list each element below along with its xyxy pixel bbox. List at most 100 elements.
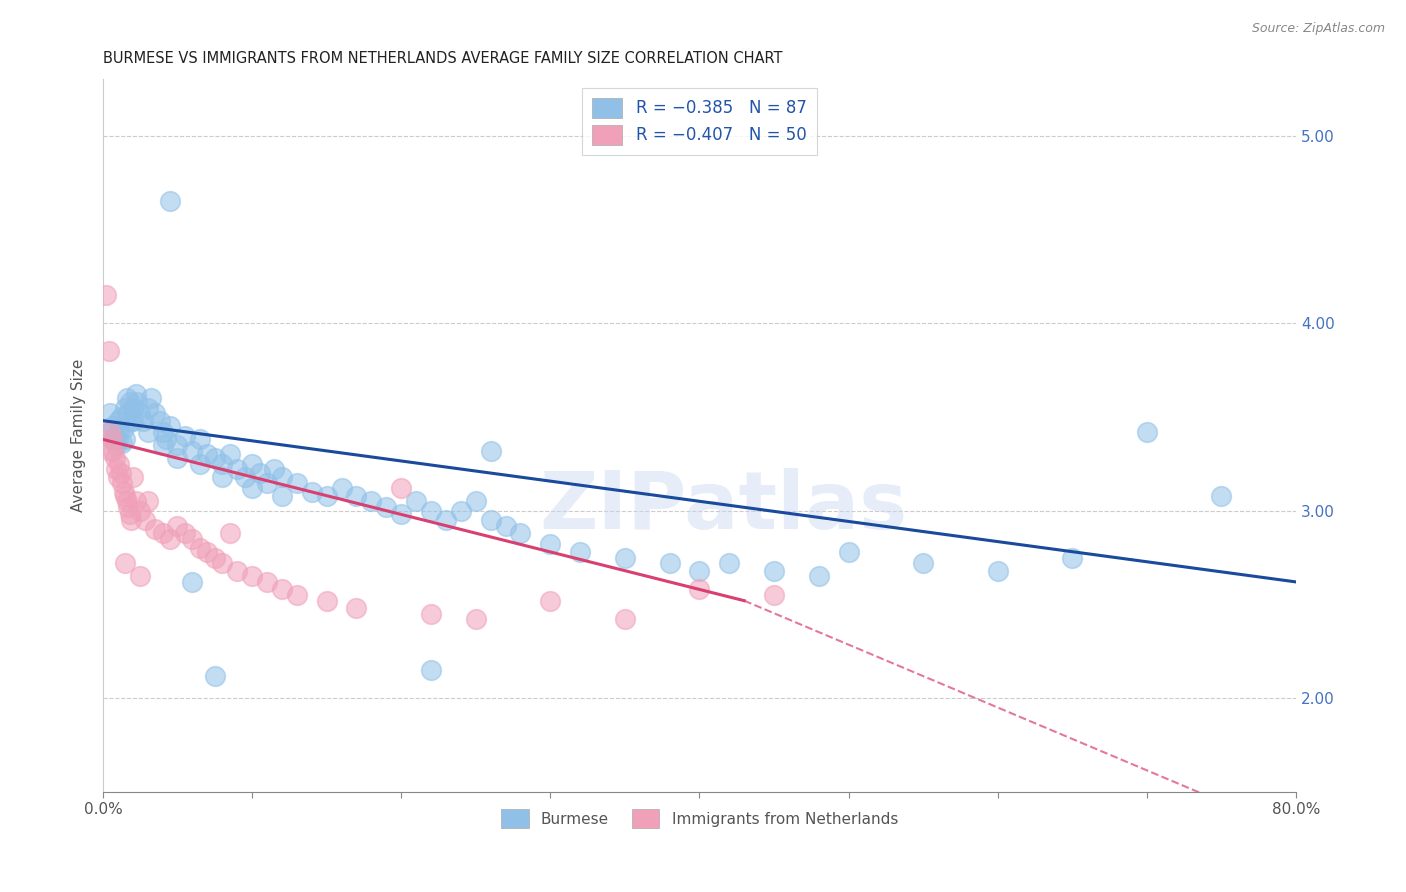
Point [987,564,1010,578]
Point [121,401,143,415]
Point [143,406,166,420]
Point [838,545,860,559]
Point [346,489,368,503]
Point [136,401,159,415]
Point [912,556,935,570]
Point [270,582,292,597]
Point [132,414,155,428]
Point [270,489,292,503]
Point [420,503,443,517]
Point [360,494,382,508]
Point [174,428,197,442]
Point [107,433,129,447]
Point [159,194,181,209]
Point [218,526,240,541]
Point [658,556,681,570]
Point [226,564,249,578]
Point [240,481,263,495]
Point [188,433,211,447]
Point [1211,489,1233,503]
Point [98,425,121,439]
Point [226,462,249,476]
Point [108,457,131,471]
Point [134,513,156,527]
Text: BURMESE VS IMMIGRANTS FROM NETHERLANDS AVERAGE FAMILY SIZE CORRELATION CHART: BURMESE VS IMMIGRANTS FROM NETHERLANDS A… [103,51,782,66]
Point [174,526,197,541]
Point [107,414,129,428]
Point [718,556,741,570]
Point [509,526,531,541]
Point [136,494,159,508]
Point [166,438,188,452]
Point [114,489,136,503]
Point [346,601,368,615]
Point [117,406,139,420]
Point [112,421,135,435]
Point [103,419,125,434]
Point [464,612,486,626]
Point [105,438,128,452]
Point [107,470,129,484]
Point [120,513,142,527]
Point [114,433,136,447]
Point [117,500,139,514]
Point [97,344,120,359]
Point [240,457,263,471]
Point [763,564,786,578]
Point [129,569,152,583]
Point [159,419,181,434]
Point [249,466,271,480]
Point [188,541,211,556]
Point [301,484,323,499]
Point [139,391,162,405]
Point [152,526,174,541]
Point [110,466,132,480]
Point [166,518,188,533]
Point [495,518,517,533]
Point [136,425,159,439]
Point [98,406,121,420]
Point [1062,550,1084,565]
Point [538,593,561,607]
Point [104,428,127,442]
Point [103,443,125,458]
Point [434,513,457,527]
Point [375,500,398,514]
Point [181,443,204,458]
Point [204,451,226,466]
Point [538,537,561,551]
Point [613,612,636,626]
Point [159,532,181,546]
Point [479,513,502,527]
Point [256,574,278,589]
Point [285,475,308,490]
Point [114,401,136,415]
Point [211,457,233,471]
Legend: Burmese, Immigrants from Netherlands: Burmese, Immigrants from Netherlands [495,804,904,834]
Point [125,494,148,508]
Point [181,574,204,589]
Point [114,556,136,570]
Point [270,470,292,484]
Point [195,545,218,559]
Point [807,569,830,583]
Point [98,425,121,439]
Point [105,462,128,476]
Point [104,433,127,447]
Point [420,663,443,677]
Point [1136,425,1159,439]
Point [389,508,412,522]
Point [256,475,278,490]
Point [120,414,142,428]
Point [688,564,710,578]
Point [155,433,177,447]
Point [98,443,121,458]
Point [104,451,127,466]
Point [315,593,337,607]
Point [108,423,131,437]
Point [569,545,592,559]
Point [152,425,174,439]
Point [110,409,132,424]
Point [125,387,148,401]
Point [233,470,256,484]
